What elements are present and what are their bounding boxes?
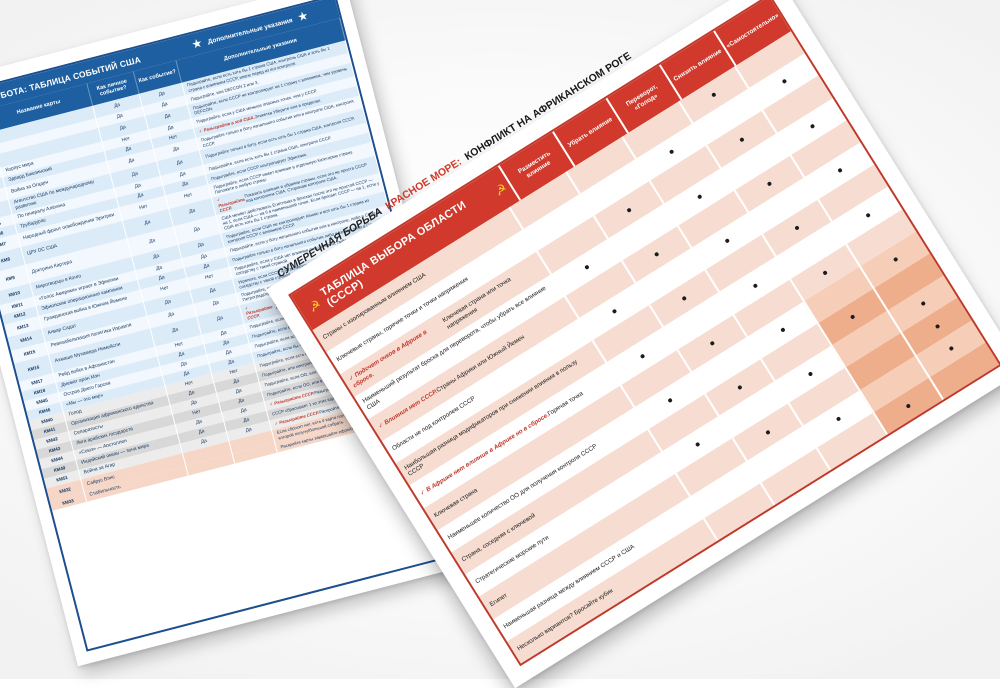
dot-marker-icon [779, 327, 786, 333]
star-icon: ★ [295, 8, 310, 25]
hammer-sickle-icon: ☭ [305, 295, 324, 315]
dot-marker-icon [794, 225, 801, 231]
dot-marker-icon [639, 353, 645, 359]
dot-marker-icon [822, 269, 828, 276]
dot-marker-icon [696, 193, 702, 200]
dot-marker-icon [666, 397, 673, 404]
dot-marker-icon [835, 416, 841, 422]
dot-marker-icon [807, 371, 814, 378]
dot-marker-icon [948, 345, 954, 352]
dot-marker-icon [626, 207, 632, 213]
dot-marker-icon [739, 136, 745, 142]
dot-marker-icon [920, 301, 926, 307]
hammer-sickle-icon: ☭ [491, 179, 510, 199]
dot-marker-icon [694, 442, 701, 448]
dot-marker-icon [611, 308, 617, 315]
dot-marker-icon [668, 149, 675, 156]
dot-marker-icon [764, 429, 771, 435]
dot-marker-icon [737, 384, 743, 391]
dot-marker-icon [751, 282, 758, 289]
dot-marker-icon [850, 314, 856, 320]
dot-marker-icon [711, 92, 717, 98]
dot-marker-icon [766, 180, 773, 187]
dot-marker-icon [781, 78, 788, 85]
dot-marker-icon [653, 251, 660, 257]
dot-marker-icon [583, 264, 590, 271]
dot-marker-icon [809, 123, 815, 129]
dot-marker-icon [681, 295, 688, 302]
dot-marker-icon [864, 212, 871, 218]
dot-marker-icon [837, 167, 843, 174]
dot-marker-icon [905, 403, 912, 409]
dot-marker-icon [709, 340, 715, 346]
dot-marker-icon [724, 238, 730, 244]
dot-marker-icon [892, 256, 899, 263]
star-icon: ★ [190, 35, 204, 52]
dot-marker-icon [934, 323, 940, 329]
